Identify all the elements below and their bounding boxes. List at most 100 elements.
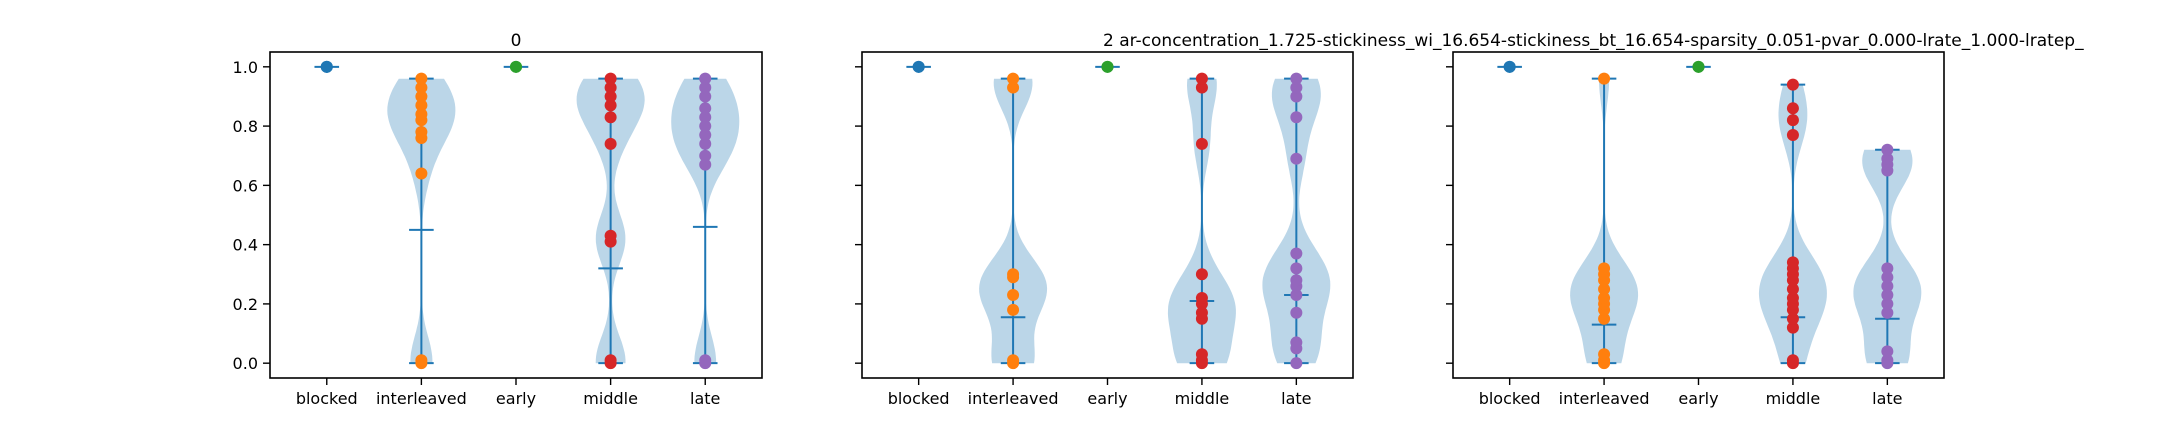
x-tick-label: early <box>1087 389 1127 408</box>
point-late <box>1881 345 1894 358</box>
point-middle <box>604 81 617 94</box>
point-interleaved <box>415 90 428 103</box>
subplot-1: 2 ar-concentration_1.725-stickiness_wi_1… <box>855 31 2084 408</box>
point-middle <box>1195 291 1208 304</box>
point-middle <box>1195 306 1208 319</box>
point-late <box>699 111 712 124</box>
point-interleaved <box>1007 303 1020 316</box>
point-late <box>1881 297 1894 310</box>
point-late <box>1881 306 1894 319</box>
x-tick-label: blocked <box>296 389 358 408</box>
x-tick-label: late <box>1872 389 1902 408</box>
point-middle <box>1786 114 1799 127</box>
y-tick-label: 0.6 <box>233 176 258 195</box>
point-late <box>1881 354 1894 367</box>
point-late <box>1290 357 1303 370</box>
x-tick-label: middle <box>583 389 638 408</box>
point-late <box>1290 306 1303 319</box>
y-tick-label: 0.2 <box>233 295 258 314</box>
x-tick-label: interleaved <box>968 389 1059 408</box>
point-late <box>699 137 712 150</box>
point-late <box>1290 90 1303 103</box>
point-middle <box>1786 312 1799 325</box>
point-late <box>1881 152 1894 165</box>
point-late <box>699 102 712 115</box>
point-middle <box>1786 321 1799 334</box>
point-interleaved <box>415 81 428 94</box>
x-tick-label: blocked <box>888 389 950 408</box>
point-middle <box>604 111 617 124</box>
point-middle <box>1786 256 1799 269</box>
point-late <box>1290 247 1303 260</box>
point-middle <box>1195 72 1208 85</box>
point-middle <box>1195 137 1208 150</box>
point-middle <box>1786 102 1799 115</box>
point-blocked <box>320 60 333 73</box>
point-late <box>1290 262 1303 275</box>
point-interleaved <box>415 108 428 121</box>
point-interleaved <box>1598 348 1611 361</box>
point-late <box>699 128 712 141</box>
point-interleaved <box>415 126 428 139</box>
point-late <box>1881 262 1894 275</box>
point-late <box>1881 289 1894 302</box>
x-tick-label: late <box>690 389 720 408</box>
point-late <box>1290 289 1303 302</box>
point-middle <box>1786 78 1799 91</box>
point-middle <box>1786 354 1799 367</box>
point-middle <box>604 354 617 367</box>
point-late <box>1881 143 1894 156</box>
x-tick-label: early <box>1678 389 1718 408</box>
point-interleaved <box>1598 72 1611 85</box>
point-interleaved <box>1598 291 1611 304</box>
point-late <box>699 90 712 103</box>
point-interleaved <box>1598 262 1611 275</box>
y-tick-label: 0.8 <box>233 117 258 136</box>
y-tick-label: 0.4 <box>233 236 258 255</box>
point-interleaved <box>1598 283 1611 296</box>
point-interleaved <box>415 354 428 367</box>
point-late <box>699 72 712 85</box>
point-late <box>1290 81 1303 94</box>
point-interleaved <box>1007 289 1020 302</box>
point-late <box>1290 336 1303 349</box>
point-late <box>1290 111 1303 124</box>
point-middle <box>604 229 617 242</box>
point-late <box>699 158 712 171</box>
point-middle <box>1195 268 1208 281</box>
x-tick-label: interleaved <box>1559 389 1650 408</box>
x-tick-label: blocked <box>1479 389 1541 408</box>
point-middle <box>604 90 617 103</box>
point-middle <box>604 99 617 112</box>
point-interleaved <box>1007 81 1020 94</box>
point-interleaved <box>415 167 428 180</box>
y-tick-label: 0.0 <box>233 354 258 373</box>
x-tick-label: late <box>1281 389 1311 408</box>
point-middle <box>1786 283 1799 296</box>
subplot-title: 0 <box>511 31 522 51</box>
point-late <box>1290 152 1303 165</box>
point-interleaved <box>1007 354 1020 367</box>
point-blocked <box>1503 60 1516 73</box>
point-late <box>699 149 712 162</box>
point-late <box>699 354 712 367</box>
point-middle <box>1786 128 1799 141</box>
subplot-0: 0 blocked interleaved early middle late 0.0 0.2… <box>233 31 763 408</box>
point-late <box>1290 72 1303 85</box>
point-early <box>1692 60 1705 73</box>
point-middle <box>1195 81 1208 94</box>
point-middle <box>1786 291 1799 304</box>
point-interleaved <box>1007 72 1020 85</box>
x-tick-label: middle <box>1175 389 1230 408</box>
point-middle <box>1195 348 1208 361</box>
point-early <box>1101 60 1114 73</box>
point-late <box>1881 280 1894 293</box>
x-tick-label: early <box>496 389 536 408</box>
point-late <box>699 81 712 94</box>
point-interleaved <box>415 72 428 85</box>
subplot-2: blocked interleaved early middle late <box>1446 51 1945 408</box>
x-tick-label: interleaved <box>376 389 467 408</box>
point-early <box>510 60 522 73</box>
